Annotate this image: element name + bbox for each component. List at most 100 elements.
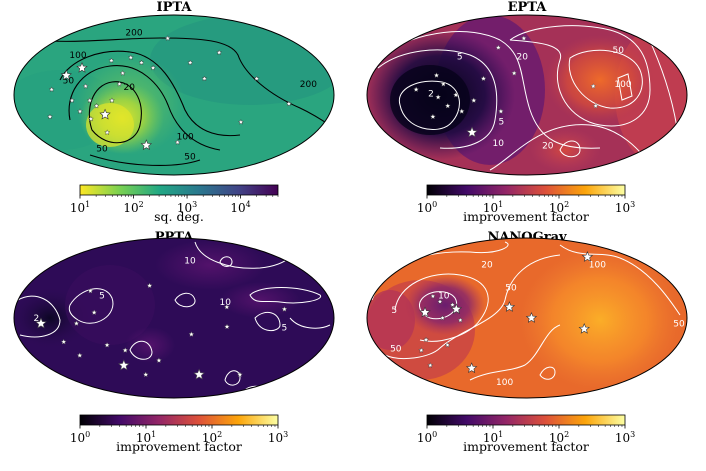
pulsar-star bbox=[470, 97, 477, 104]
pulsar-star bbox=[444, 341, 451, 348]
pulsar-star bbox=[104, 341, 111, 348]
contour-label: 5 bbox=[282, 324, 288, 334]
pulsar-star bbox=[520, 35, 527, 41]
pulsar-star bbox=[122, 347, 129, 353]
pulsar-star bbox=[47, 113, 53, 120]
contour-label: 5 bbox=[99, 292, 105, 302]
pulsar-star bbox=[127, 54, 134, 61]
pulsar-star bbox=[497, 108, 504, 114]
contour-label: 10 bbox=[438, 292, 450, 302]
pulsar-star bbox=[174, 139, 181, 145]
pulsar-star bbox=[419, 306, 431, 318]
contour-label: 20 bbox=[123, 83, 135, 93]
pulsar-star bbox=[223, 303, 230, 310]
colorbar-gradient bbox=[426, 414, 626, 426]
pulsars-epta bbox=[413, 35, 599, 138]
colorbar-label-ipta: sq. deg. bbox=[154, 209, 204, 224]
contour-label: 10 bbox=[184, 256, 196, 266]
pulsar-star bbox=[108, 57, 115, 64]
pulsar-star bbox=[466, 126, 478, 138]
pulsar-star bbox=[216, 49, 223, 56]
pulsars-nanograv bbox=[418, 251, 594, 374]
pulsar-star bbox=[69, 97, 75, 104]
pulsar-star bbox=[93, 102, 100, 109]
contour-label: 10 bbox=[219, 298, 231, 308]
contour-label: 50 bbox=[390, 344, 402, 354]
pulsar-star bbox=[73, 320, 80, 327]
pulsar-star bbox=[201, 75, 208, 82]
pulsar-star bbox=[60, 69, 72, 81]
pulsar-star bbox=[87, 287, 94, 294]
colorbar-nanograv: 100 101 102 103 improvement factor bbox=[417, 414, 635, 454]
contour-labels-ipta: 200 100 50 20 200 100 50 50 bbox=[63, 29, 318, 163]
colorbar-tick-label: 102 bbox=[123, 200, 143, 215]
colorbar-tick-label: 100 bbox=[417, 430, 437, 445]
contour-label: 100 bbox=[69, 51, 86, 61]
pulsar-star bbox=[433, 72, 440, 78]
contour-label: 50 bbox=[505, 284, 517, 294]
contour-label: 50 bbox=[612, 46, 624, 56]
colorbar-gradient bbox=[426, 184, 626, 196]
pulsar-star bbox=[578, 322, 590, 334]
colorbar-tick-label: 101 bbox=[483, 200, 503, 215]
colorbar-ipta: 101 102 103 104 sq. deg. bbox=[70, 184, 279, 224]
pulsar-star bbox=[457, 317, 464, 323]
pulsar-star bbox=[150, 64, 157, 71]
pulsar-star bbox=[437, 298, 443, 305]
pulsar-star bbox=[187, 59, 194, 66]
sky-boundary-ppta bbox=[13, 237, 335, 399]
colorbar-tick-label: 100 bbox=[70, 430, 90, 445]
pulsar-star bbox=[86, 97, 93, 104]
pulsar-star bbox=[116, 80, 123, 87]
pulsar-star bbox=[435, 94, 442, 100]
contour-label: 2 bbox=[428, 89, 434, 99]
contour-labels-epta: 2 5 5 20 10 20 50 100 bbox=[428, 46, 632, 151]
contour-label: 5 bbox=[391, 306, 397, 316]
contour-label: 100 bbox=[496, 378, 513, 388]
pulsar-star bbox=[82, 83, 89, 89]
pulsars-ipta bbox=[47, 35, 292, 151]
pulsar-star bbox=[87, 115, 94, 122]
colorbar-label-epta: improvement factor bbox=[463, 209, 589, 224]
pulsar-star bbox=[511, 70, 518, 76]
pulsar-star bbox=[440, 80, 447, 87]
pulsar-star bbox=[480, 75, 487, 82]
pulsar-star bbox=[495, 44, 502, 51]
colorbar-tick-label: 103 bbox=[177, 200, 197, 215]
pulsar-star bbox=[429, 113, 436, 120]
contour-label: 50 bbox=[673, 320, 685, 330]
colorbar-ppta: 100 101 102 103 improvement factor bbox=[70, 414, 288, 454]
pulsar-star bbox=[525, 312, 538, 323]
contour-label: 100 bbox=[589, 260, 606, 270]
pulsar-star bbox=[164, 35, 171, 41]
contour-label: 100 bbox=[177, 133, 194, 143]
contour-labels-ppta: 2 5 10 10 5 bbox=[34, 256, 288, 333]
colorbar-tick-label: 101 bbox=[70, 200, 90, 215]
pulsar-star bbox=[140, 139, 153, 151]
pulsars-ppta bbox=[35, 282, 288, 380]
sky-map-epta: 2 5 5 20 10 20 50 100 bbox=[367, 15, 687, 175]
pulsar-star bbox=[237, 118, 244, 125]
pulsar-star bbox=[429, 293, 436, 299]
colorbar-tick-label: 103 bbox=[615, 430, 635, 445]
colorbar-tick-label: 101 bbox=[136, 430, 156, 445]
colorbar-tick-label: 103 bbox=[615, 200, 635, 215]
colorbar-gradient bbox=[79, 414, 279, 426]
colorbar-tick-label: 101 bbox=[483, 430, 503, 445]
colorbar-label-nanograv: improvement factor bbox=[463, 439, 589, 454]
contours-nanograv bbox=[371, 241, 681, 381]
pulsar-star bbox=[77, 108, 84, 114]
contour-label: 5 bbox=[457, 53, 463, 63]
pulsar-star bbox=[458, 108, 465, 114]
pulsar-star bbox=[108, 97, 115, 104]
colorbar-label-ppta: improvement factor bbox=[116, 439, 242, 454]
pulsar-star bbox=[236, 371, 243, 378]
pulsar-star bbox=[155, 357, 162, 364]
colorbar-tick-label: 104 bbox=[230, 200, 250, 215]
pulsar-star bbox=[253, 75, 260, 82]
pulsar-star bbox=[427, 362, 434, 368]
colorbar-tick-label: 102 bbox=[549, 200, 569, 215]
pulsar-star bbox=[465, 362, 478, 374]
